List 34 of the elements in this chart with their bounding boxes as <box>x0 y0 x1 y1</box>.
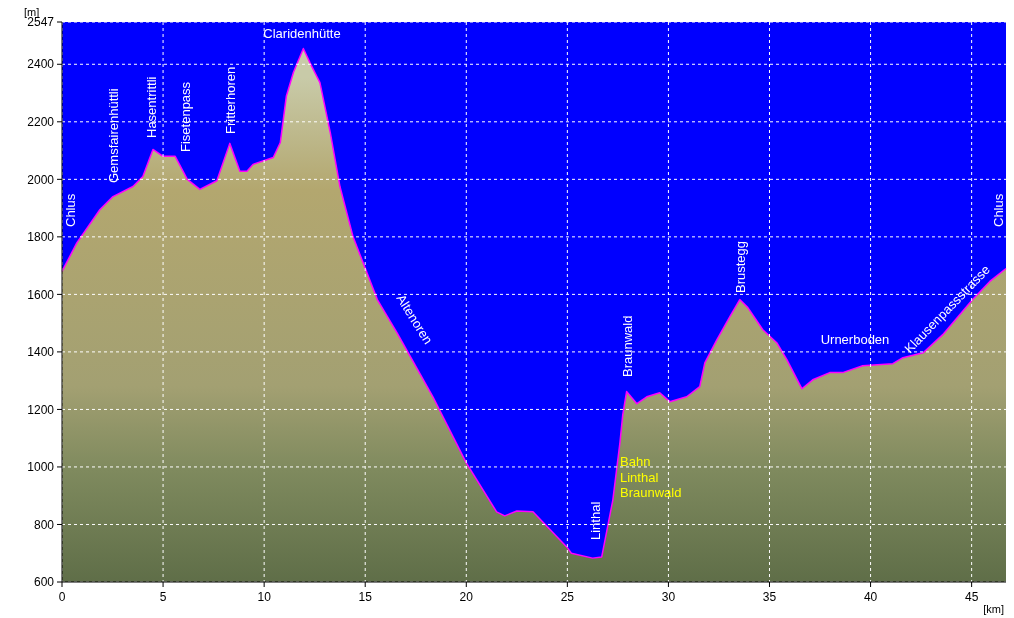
y-axis-title: [m] <box>24 6 40 18</box>
x-tick-label: 45 <box>964 590 979 604</box>
y-tick-label: 1200 <box>27 402 55 417</box>
x-tick-label: 25 <box>560 590 575 604</box>
x-tick-label: 10 <box>257 590 272 604</box>
x-tick-label: 35 <box>762 590 777 604</box>
annotation: Hasentrittli <box>144 76 159 138</box>
y-tick-label: 1000 <box>27 460 55 475</box>
annotation: Chlus <box>63 193 78 227</box>
y-tick-label: 1800 <box>27 230 55 245</box>
annotation: Claridenhütte <box>263 26 341 41</box>
annotation: Linthal <box>588 501 603 540</box>
annotation: Bahn Linthal Braunwald <box>620 454 682 501</box>
y-tick-label: 2400 <box>27 57 55 72</box>
x-tick-label: 15 <box>358 590 373 604</box>
annotation: Fisetenpass <box>178 81 193 152</box>
annotation: Gemsfairenhüttli <box>106 88 121 183</box>
x-tick-label: 30 <box>661 590 676 604</box>
annotation: Urnerboden <box>820 332 890 347</box>
x-tick-label: 0 <box>58 590 66 604</box>
x-tick-label: 5 <box>159 590 167 604</box>
annotation: Chlus <box>991 193 1006 227</box>
y-tick-label: 1400 <box>27 345 55 360</box>
annotation: Fritterhoren <box>223 66 238 134</box>
y-tick-label: 2200 <box>27 115 55 129</box>
annotation: Braunwald <box>620 315 635 377</box>
y-tick-label: 600 <box>33 575 55 590</box>
y-tick-label: 2000 <box>27 172 55 187</box>
annotation: Brustegg <box>733 240 748 293</box>
x-tick-label: 40 <box>863 590 878 604</box>
x-axis-title: [km] <box>983 603 1004 615</box>
y-tick-label: 800 <box>33 517 55 532</box>
y-tick-label: 1600 <box>27 287 55 302</box>
x-tick-label: 20 <box>459 590 474 604</box>
